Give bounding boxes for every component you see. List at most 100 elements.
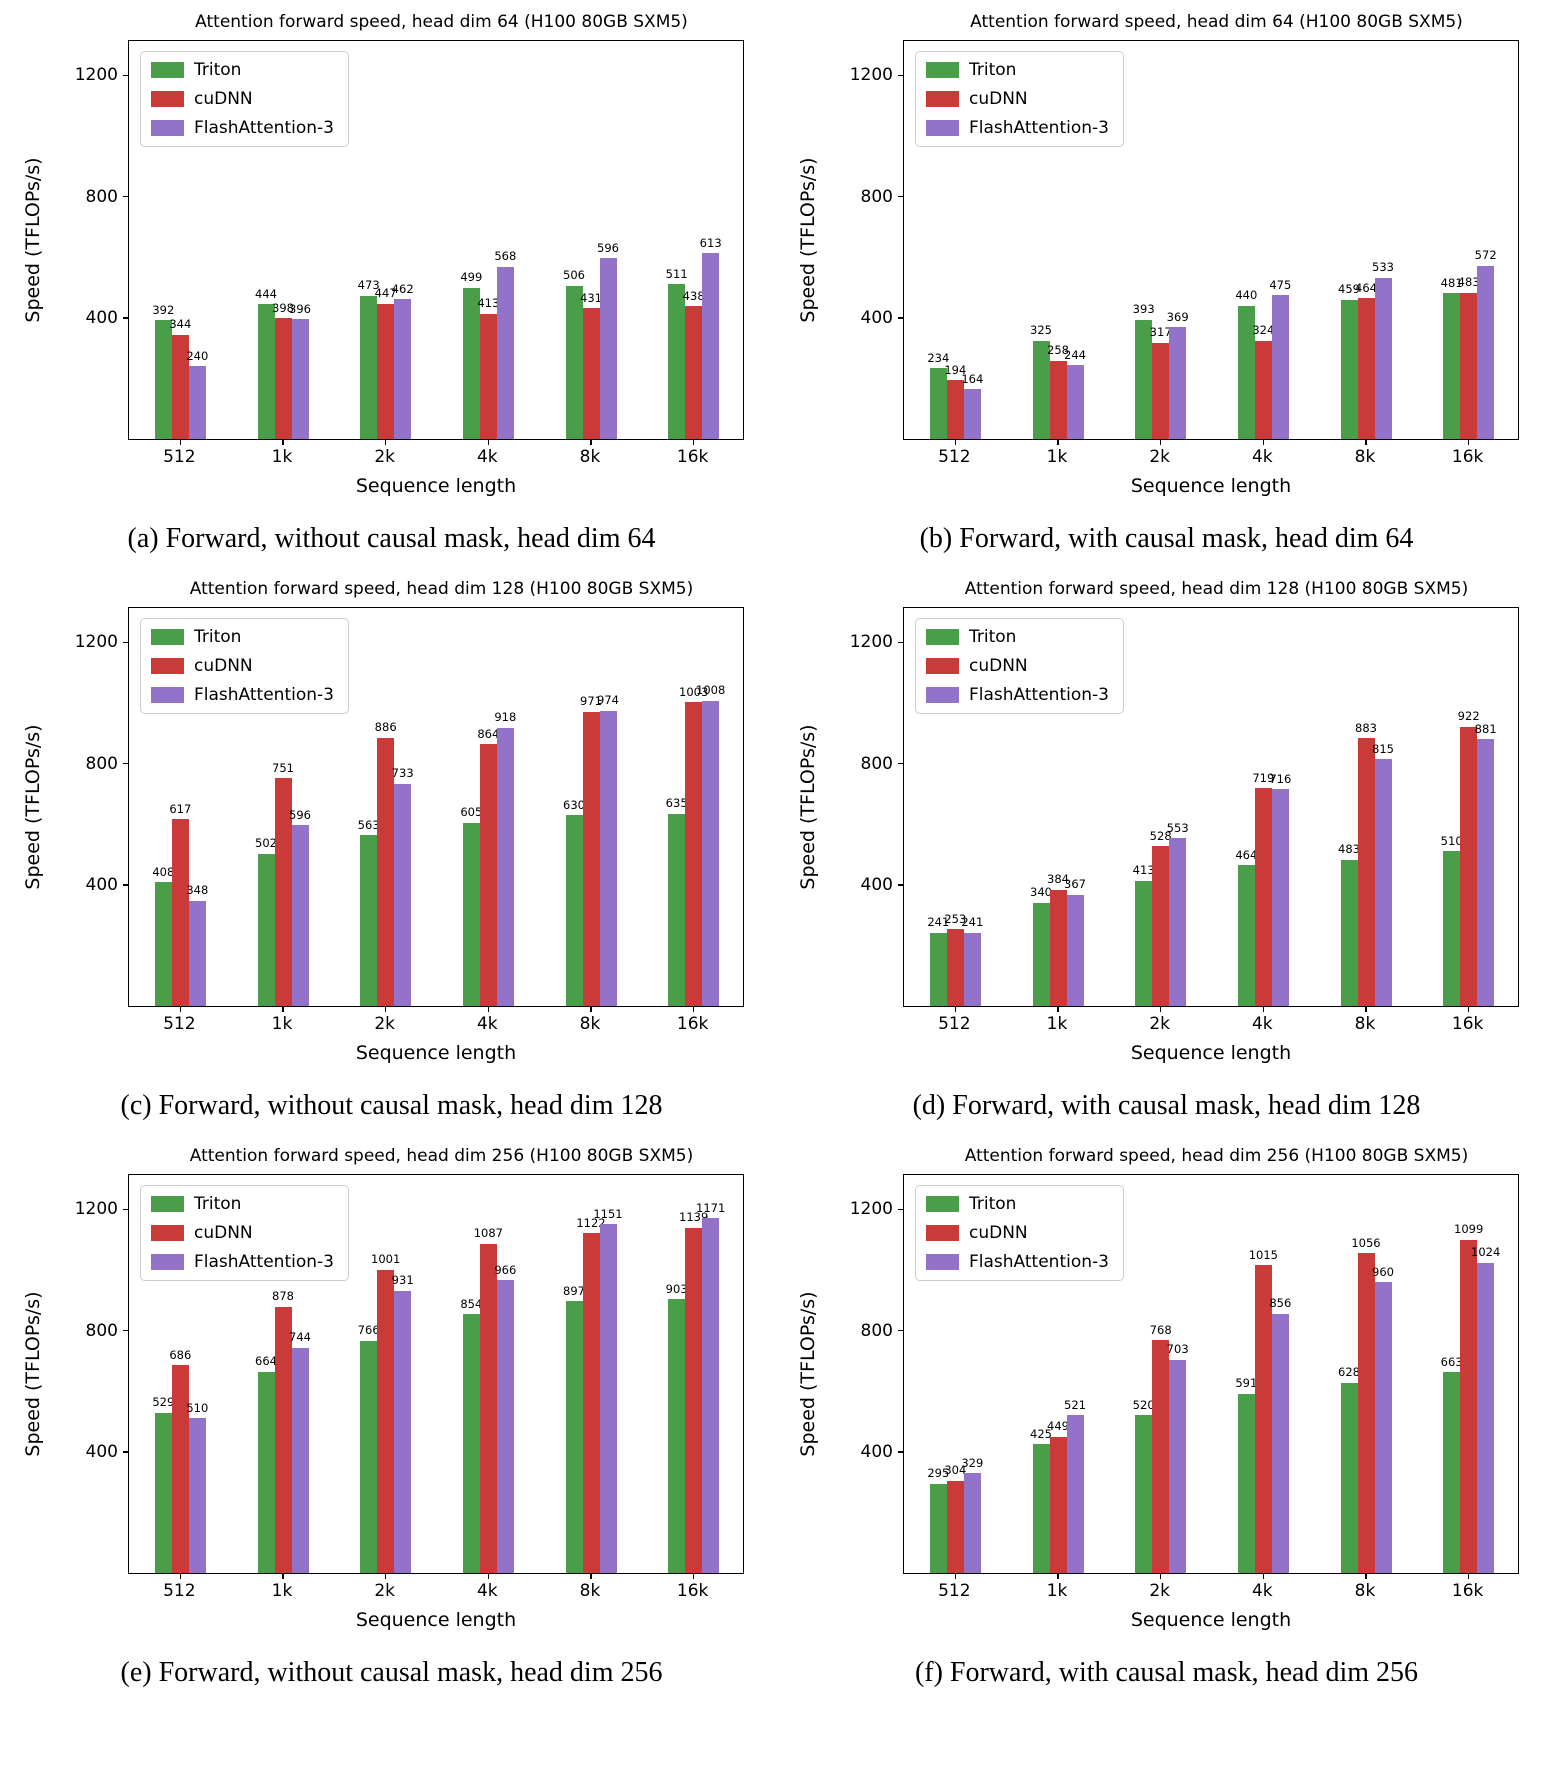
y-tick-mark — [123, 641, 129, 644]
bar-triton-4k — [1237, 865, 1255, 1006]
x-tick-label: 8k — [1354, 1581, 1376, 1601]
bar-value-label: 878 — [272, 1289, 294, 1304]
bar-value-label: 856 — [1269, 1296, 1292, 1311]
bar-flashattention-3-16k — [702, 700, 720, 1006]
legend: Triton cuDNN FlashAttention-3 — [140, 618, 349, 714]
chart-caption: (e) Forward, without causal mask, head d… — [120, 1657, 663, 1688]
bar-value-label: 164 — [961, 371, 984, 386]
bar-triton-512 — [154, 1412, 172, 1573]
bar-flashattention-3-4k — [496, 727, 514, 1006]
y-tick-label: 800 — [860, 186, 893, 207]
x-tick-mark — [1467, 1573, 1470, 1579]
legend: Triton cuDNN FlashAttention-3 — [915, 618, 1124, 714]
bar-value-label: 966 — [494, 1262, 517, 1277]
bar-value-label: 464 — [1355, 280, 1377, 295]
x-tick-row: 512 1k 2k 4k 8k 16k — [128, 1581, 744, 1609]
y-tick-label: 800 — [860, 753, 893, 774]
bar-cudnn-16k — [1460, 726, 1478, 1006]
bar-value-label: 506 — [563, 268, 585, 283]
bar-value-label: 502 — [255, 836, 277, 851]
bar-cudnn-4k — [479, 1243, 497, 1573]
bar-value-label: 1024 — [1471, 1245, 1501, 1260]
bar-flashattention-3-2k — [1169, 1359, 1187, 1573]
legend-swatch-icon — [151, 1225, 184, 1241]
x-tick-label: 512 — [938, 1581, 971, 1601]
bar-flashattention-3-1k — [291, 825, 309, 1006]
bar-triton-2k — [1135, 880, 1153, 1006]
bar-value-label: 533 — [1372, 260, 1394, 274]
x-tick-label: 1k — [271, 1581, 293, 1601]
bar-flashattention-3-1k — [1066, 1415, 1084, 1573]
legend-label: Triton — [969, 627, 1017, 647]
figure-grid: Attention forward speed, head dim 64 (H1… — [22, 12, 1550, 1707]
bar-value-label: 444 — [255, 286, 277, 301]
bar-cudnn-8k — [582, 308, 600, 439]
bar-flashattention-3-4k — [1271, 789, 1289, 1006]
y-tick-label: 400 — [860, 1441, 893, 1462]
y-tick-mark — [898, 317, 904, 319]
y-tick-mark — [123, 1208, 129, 1211]
bar-flashattention-3-16k — [702, 253, 720, 439]
x-tick-label: 2k — [1149, 1581, 1170, 1601]
y-axis-label: Speed (TFLOPs/s) — [797, 724, 819, 890]
x-tick-mark — [1057, 1006, 1059, 1012]
bar-value-label: 253 — [944, 911, 967, 926]
bar-cudnn-16k — [685, 702, 703, 1006]
bar-value-label: 511 — [665, 266, 688, 281]
legend-swatch-icon — [926, 62, 959, 78]
bar-triton-512 — [154, 882, 172, 1006]
x-tick-label: 4k — [1251, 1581, 1273, 1601]
bar-value-label: 481 — [1440, 275, 1463, 290]
x-tick-mark — [590, 1573, 592, 1579]
legend-label: FlashAttention-3 — [194, 118, 334, 138]
bar-value-label: 563 — [357, 817, 380, 832]
bar-triton-4k — [462, 1314, 480, 1573]
legend-item: cuDNN — [926, 89, 1109, 109]
y-tick-label: 800 — [860, 1320, 893, 1341]
y-tick-mark — [898, 195, 904, 198]
legend-swatch-icon — [926, 1196, 959, 1212]
bar-value-label: 886 — [374, 720, 397, 735]
bar-value-label: 1056 — [1351, 1235, 1381, 1250]
legend-swatch-icon — [151, 62, 184, 78]
x-tick-label: 1k — [1046, 1581, 1068, 1601]
bar-flashattention-3-512 — [963, 389, 981, 439]
bar-flashattention-3-2k — [394, 783, 412, 1006]
bar-value-label: 1003 — [679, 684, 709, 699]
chart-caption: (d) Forward, with causal mask, head dim … — [912, 1090, 1421, 1121]
x-tick-label: 16k — [1451, 447, 1484, 467]
legend-swatch-icon — [926, 1225, 959, 1241]
bar-value-label: 393 — [1132, 302, 1155, 317]
bar-flashattention-3-16k — [1477, 265, 1495, 439]
bar-flashattention-3-8k — [1374, 759, 1392, 1006]
bar-cudnn-16k — [685, 1227, 703, 1573]
bar-triton-16k — [1443, 293, 1461, 439]
y-tick-mark — [123, 317, 129, 319]
x-tick-mark — [954, 1006, 957, 1012]
legend-swatch-icon — [926, 1254, 959, 1270]
chart-cell-f: Attention forward speed, head dim 256 (H… — [775, 1140, 1550, 1707]
bar-value-label: 663 — [1440, 1354, 1463, 1369]
bar-cudnn-1k — [274, 318, 292, 439]
x-tick-label: 4k — [1251, 447, 1273, 467]
x-tick-mark — [1159, 1006, 1162, 1012]
bar-cudnn-8k — [1357, 738, 1375, 1006]
bar-value-label: 1122 — [576, 1215, 606, 1230]
bar-cudnn-1k — [1049, 360, 1067, 439]
x-tick-label: 2k — [374, 1581, 395, 1601]
bar-value-label: 499 — [460, 270, 483, 285]
bar-triton-1k — [1032, 1444, 1050, 1573]
bar-value-label: 733 — [391, 766, 414, 781]
x-tick-label: 16k — [676, 1581, 709, 1601]
legend-swatch-icon — [151, 1254, 184, 1270]
x-tick-mark — [487, 1573, 490, 1579]
bar-value-label: 369 — [1166, 309, 1189, 324]
bar-flashattention-3-8k — [599, 258, 617, 439]
bar-triton-16k — [668, 284, 686, 439]
bar-value-label: 521 — [1064, 1397, 1086, 1412]
bar-value-label: 440 — [1235, 288, 1258, 303]
bar-value-label: 903 — [665, 1281, 688, 1296]
bar-value-label: 1099 — [1454, 1222, 1484, 1237]
y-tick-mark — [898, 884, 904, 886]
bar-value-label: 960 — [1372, 1264, 1394, 1279]
